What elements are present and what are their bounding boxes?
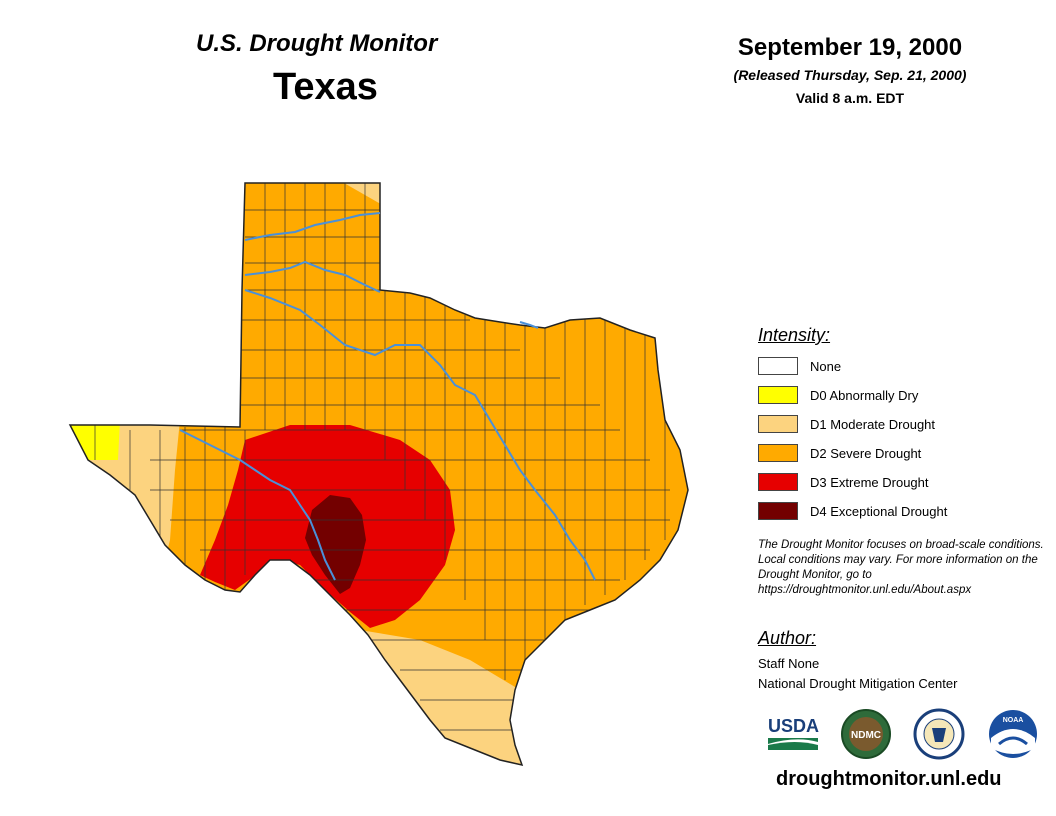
- rivers: [179, 212, 596, 581]
- legend-label: D0 Abnormally Dry: [810, 387, 919, 403]
- ndmc-logo[interactable]: NDMC: [840, 708, 892, 760]
- state-title: Texas: [273, 66, 378, 108]
- d0-el-paso-region: [70, 420, 120, 460]
- legend-label: D3 Extreme Drought: [810, 474, 929, 490]
- noaa-logo[interactable]: NOAA: [987, 708, 1039, 760]
- release-date: (Released Thursday, Sep. 21, 2000): [733, 67, 967, 83]
- legend-item: D3 Extreme Drought: [758, 471, 929, 493]
- legend-label: None: [810, 358, 842, 374]
- legend-swatch: [758, 473, 798, 491]
- county-boundaries: [94, 183, 670, 760]
- brazos-river: [244, 289, 596, 581]
- legend-swatch: [758, 502, 798, 520]
- website-url[interactable]: droughtmonitor.unl.edu: [776, 768, 1002, 790]
- doc-seal-logo[interactable]: [913, 708, 965, 760]
- legend-swatch: [758, 444, 798, 462]
- author-heading: Author:: [758, 628, 817, 648]
- texas-drought-map: [68, 182, 689, 767]
- legend-item: D1 Moderate Drought: [758, 413, 935, 435]
- header-subtitle: U.S. Drought Monitor: [196, 30, 438, 57]
- svg-text:NDMC: NDMC: [851, 730, 881, 741]
- legend-swatch: [758, 386, 798, 404]
- svg-text:USDA: USDA: [768, 716, 819, 736]
- usda-logo[interactable]: USDA: [766, 712, 822, 752]
- legend-swatch: [758, 357, 798, 375]
- legend-item: D2 Severe Drought: [758, 442, 921, 464]
- legend-item: None: [758, 355, 841, 377]
- rio-grande-river: [179, 429, 336, 581]
- legend-item: D0 Abnormally Dry: [758, 384, 918, 406]
- svg-text:NOAA: NOAA: [1003, 717, 1024, 724]
- legend-swatch: [758, 415, 798, 433]
- legend-label: D2 Severe Drought: [810, 445, 922, 461]
- disclaimer-text: The Drought Monitor focuses on broad-sca…: [758, 539, 1044, 596]
- author-organization: National Drought Mitigation Center: [758, 676, 958, 691]
- legend-label: D1 Moderate Drought: [810, 416, 936, 432]
- red-river: [244, 260, 381, 293]
- sabine-river: [519, 321, 539, 329]
- map-date: September 19, 2000: [737, 34, 963, 61]
- legend-label: D4 Exceptional Drought: [810, 503, 948, 519]
- texas-outline: [68, 182, 689, 767]
- valid-time: Valid 8 a.m. EDT: [795, 90, 905, 106]
- author-name: Staff None: [758, 656, 820, 671]
- legend-item: D4 Exceptional Drought: [758, 500, 947, 522]
- canadian-river: [244, 212, 381, 241]
- legend-title: Intensity:: [758, 325, 831, 345]
